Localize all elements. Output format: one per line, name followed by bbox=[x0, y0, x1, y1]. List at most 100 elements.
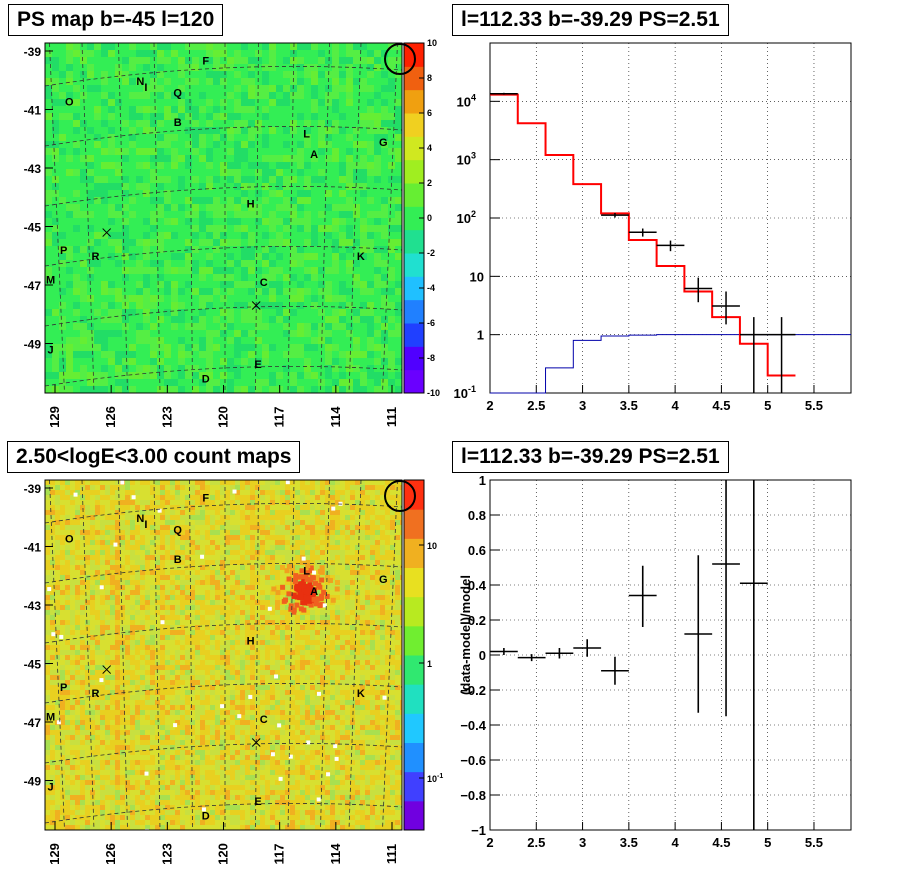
count-map bbox=[44, 479, 425, 831]
x-tick-label: 2 bbox=[486, 835, 493, 850]
source-label: R bbox=[91, 251, 99, 263]
cross-marker bbox=[102, 228, 112, 237]
y-tick-label: -43 bbox=[24, 162, 42, 176]
cross-marker bbox=[102, 665, 112, 674]
grid-line bbox=[45, 803, 402, 824]
colorbar-segment bbox=[404, 299, 424, 324]
grid-line bbox=[118, 43, 128, 393]
y-tick-label: -47 bbox=[24, 279, 42, 293]
grid-line bbox=[255, 480, 259, 830]
colorbar-frame bbox=[403, 479, 425, 831]
colorbar-segment bbox=[404, 742, 424, 773]
y-tick-label: 10-1 bbox=[454, 384, 476, 401]
grid-line bbox=[45, 503, 402, 524]
total-model-histogram bbox=[490, 93, 796, 377]
y-tick-label: 104 bbox=[457, 92, 476, 109]
source-label: R bbox=[91, 688, 99, 700]
x-tick-label: 111 bbox=[384, 844, 399, 864]
grid-line bbox=[118, 480, 128, 830]
residual-title: l=112.33 b=-39.29 PS=2.51 bbox=[452, 441, 729, 473]
source-label: K bbox=[357, 251, 365, 263]
colorbar-segment bbox=[404, 684, 424, 714]
grid-line bbox=[320, 480, 330, 830]
colorbar-tick-label: -4 bbox=[427, 283, 435, 293]
y-tick-label: 103 bbox=[457, 151, 476, 168]
source-label: B bbox=[174, 554, 182, 566]
y-tick-label: 0.8 bbox=[468, 508, 486, 523]
colorbar-tick-label: 10-1 bbox=[427, 773, 443, 784]
ps-map-title: PS map b=-45 l=120 bbox=[8, 4, 224, 36]
y-tick-label: −0.6 bbox=[460, 753, 486, 768]
source-label: E bbox=[254, 359, 261, 371]
y-tick-label: 0.4 bbox=[468, 578, 487, 593]
x-tick-label: 5 bbox=[764, 398, 771, 413]
x-tick-label: 2.5 bbox=[527, 835, 545, 850]
colorbar-segment bbox=[404, 253, 424, 277]
colorbar-segment bbox=[404, 596, 424, 627]
source-label: C bbox=[260, 277, 268, 289]
y-tick-label: -45 bbox=[24, 658, 42, 672]
colorbar-tick-label: 0 bbox=[427, 213, 432, 223]
grid-line bbox=[45, 683, 402, 704]
colorbar-tick-label: -6 bbox=[427, 318, 435, 328]
x-tick-label: 123 bbox=[159, 406, 174, 428]
x-tick-label: 3.5 bbox=[620, 398, 638, 413]
colorbar-segment bbox=[404, 206, 424, 231]
y-tick-label: -47 bbox=[24, 716, 42, 730]
source-label: H bbox=[247, 635, 255, 647]
source-label: A bbox=[310, 149, 318, 161]
count-map-title: 2.50<logE<3.00 count maps bbox=[7, 441, 301, 473]
colorbar-frame bbox=[403, 42, 425, 394]
colorbar-segment bbox=[404, 323, 424, 347]
colorbar-segment bbox=[404, 538, 424, 568]
y-tick-label: 0 bbox=[479, 648, 486, 663]
source-label: K bbox=[357, 688, 365, 700]
colorbar-tick-label: 1 bbox=[427, 659, 432, 669]
colorbar-tick-label: 4 bbox=[427, 143, 432, 153]
colorbar-tick-label: -8 bbox=[427, 353, 435, 363]
y-tick-label: −0.2 bbox=[460, 683, 486, 698]
x-tick-label: 117 bbox=[272, 844, 287, 865]
grid-line bbox=[45, 306, 402, 327]
colorbar-tick-label: -2 bbox=[427, 248, 435, 258]
grid-line bbox=[81, 43, 95, 393]
grid-line bbox=[382, 480, 398, 830]
x-tick-label: 126 bbox=[103, 406, 118, 428]
colorbar-tick-label: 8 bbox=[427, 73, 432, 83]
x-tick-label: 114 bbox=[328, 843, 343, 865]
colorbar-segment bbox=[404, 713, 424, 743]
source-label: B bbox=[174, 117, 182, 129]
grid-line bbox=[153, 43, 161, 393]
grid-line bbox=[45, 66, 402, 87]
x-tick-label: 5.5 bbox=[805, 835, 823, 850]
y-tick-label: -41 bbox=[24, 541, 42, 555]
grid-line bbox=[81, 480, 95, 830]
y-tick-label: -43 bbox=[24, 599, 42, 613]
spectrum-title: l=112.33 b=-39.29 PS=2.51 bbox=[452, 4, 729, 36]
source-label: I bbox=[144, 519, 147, 531]
grid-line bbox=[45, 623, 402, 644]
y-tick-label: -39 bbox=[24, 45, 42, 59]
colorbar-segment bbox=[404, 229, 424, 254]
source-label: M bbox=[46, 274, 55, 286]
ps-map bbox=[44, 42, 425, 394]
source-label: J bbox=[48, 344, 54, 356]
x-tick-label: 2 bbox=[486, 398, 493, 413]
x-tick-label: 117 bbox=[272, 407, 287, 428]
source-label: P bbox=[60, 682, 67, 694]
source-label: D bbox=[202, 810, 210, 822]
source-label: D bbox=[202, 373, 210, 385]
source-label: L bbox=[303, 128, 310, 140]
y-tick-label: -39 bbox=[24, 482, 42, 496]
x-tick-label: 129 bbox=[47, 406, 62, 428]
source-label: F bbox=[202, 56, 209, 68]
colorbar-segment bbox=[404, 625, 424, 656]
x-tick-label: 126 bbox=[103, 843, 118, 865]
grid-line bbox=[189, 43, 193, 393]
grid-line bbox=[189, 480, 193, 830]
grid-line bbox=[287, 480, 295, 830]
colorbar-segment bbox=[404, 346, 424, 371]
y-tick-label: 102 bbox=[457, 209, 476, 226]
grid-line bbox=[45, 563, 402, 584]
